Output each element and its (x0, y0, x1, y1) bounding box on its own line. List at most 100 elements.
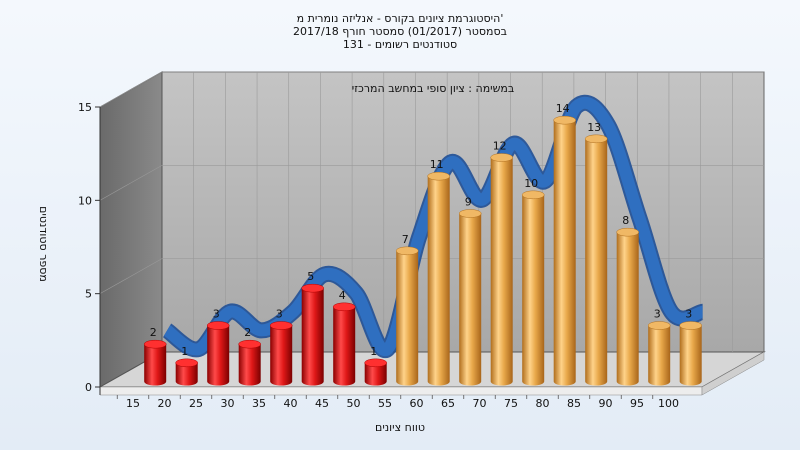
bar (301, 283, 324, 386)
bar-body (679, 325, 702, 386)
bar-body (207, 325, 230, 386)
x-tick-label: 20 (158, 397, 172, 410)
bar-top (332, 302, 356, 312)
bar-body (522, 194, 545, 386)
bar-body (648, 325, 671, 386)
bar (143, 339, 167, 386)
bar-body (144, 344, 167, 386)
x-tick-label: 30 (221, 397, 235, 410)
bar (395, 246, 419, 386)
x-tick-label: 100 (658, 397, 679, 410)
bar-top (521, 190, 545, 200)
gridline-side (99, 71, 163, 108)
chart-title-line-2: בסמסטר (01/2017) סמסטר חורף 2017/18 (293, 25, 507, 38)
bar-top (616, 227, 639, 237)
x-tick-label: 75 (504, 397, 518, 410)
bar-data-label: 13 (587, 121, 601, 134)
bar-data-label: 1 (181, 345, 188, 358)
bar-body (238, 344, 261, 386)
bar (584, 134, 608, 386)
bar-top (175, 358, 198, 368)
y-tick-label: 15 (78, 101, 92, 114)
bar-body (364, 362, 387, 386)
bar-body (490, 157, 513, 386)
chart-annotation: במשימה : ציון סופי במחשב המרכזי (352, 82, 515, 95)
bar-top (395, 246, 419, 256)
bar-top (238, 339, 261, 349)
bar (490, 153, 513, 386)
bar-top (584, 134, 608, 144)
x-axis-title: טווח ציונים (375, 421, 425, 434)
bar-top (143, 339, 167, 349)
bar (175, 358, 198, 386)
bar-top (458, 209, 482, 218)
bar-top (206, 321, 230, 330)
bar (427, 171, 450, 386)
bar (647, 321, 671, 386)
x-tick-label: 95 (630, 397, 644, 410)
x-tick-label: 80 (536, 397, 550, 410)
bar (553, 115, 576, 386)
chart-floor-front-edge (99, 386, 703, 396)
bar (616, 227, 639, 386)
x-tick-label: 50 (347, 397, 361, 410)
bar-top (301, 283, 324, 293)
bar (269, 321, 293, 386)
bar-body (333, 306, 356, 386)
bar (332, 302, 356, 386)
chart-title-line-3: סטודנטים רשומים - 131 (343, 38, 457, 51)
bar (238, 339, 261, 386)
y-tick-label: 5 (85, 288, 92, 301)
x-tick-label: 90 (599, 397, 613, 410)
bar-data-label: 9 (465, 196, 472, 209)
bars-layer (143, 115, 702, 386)
bar-data-label: 3 (654, 308, 661, 321)
bar-body (459, 213, 482, 386)
x-tick-label: 60 (410, 397, 424, 410)
bar-data-label: 11 (430, 158, 444, 171)
bar-top (427, 171, 450, 181)
y-tick-label: 0 (85, 381, 92, 394)
bar-body (616, 232, 639, 386)
gridline-side (99, 165, 163, 201)
chart-title-line-1: היסטוגרמת ציונים בקורס - אנליזה נומרית מ… (297, 12, 504, 25)
bar-body (396, 250, 419, 386)
x-tick-label: 25 (189, 397, 203, 410)
bar-body (553, 120, 576, 386)
bar (458, 209, 482, 386)
x-tick-label: 35 (252, 397, 266, 410)
chart-floor-right-edge (701, 351, 765, 396)
bar (364, 358, 387, 386)
bar-data-label: 2 (150, 326, 157, 339)
chart-side-wall (99, 71, 163, 388)
x-tick-label: 85 (567, 397, 581, 410)
x-tick-label: 15 (126, 397, 140, 410)
bar-body (585, 138, 608, 386)
bar-data-label: 2 (244, 326, 251, 339)
bar-body (270, 325, 293, 386)
bar-data-label: 7 (402, 233, 409, 246)
bar-data-label: 8 (622, 214, 629, 227)
x-tick-label: 45 (315, 397, 329, 410)
bar (679, 321, 702, 386)
x-tick-label: 70 (473, 397, 487, 410)
bar (206, 321, 230, 386)
bar-top (553, 115, 576, 125)
bar-data-label: 5 (307, 270, 314, 283)
bar-body (301, 288, 324, 386)
bar-top (679, 321, 702, 330)
bar-top (364, 358, 387, 368)
bar-body (427, 176, 450, 386)
x-tick-label: 55 (378, 397, 392, 410)
bar-data-label: 14 (556, 102, 570, 115)
y-tick-label: 10 (78, 194, 92, 207)
y-axis-title: מספר סטודנטים (37, 206, 50, 282)
bar-data-label: 12 (493, 140, 507, 153)
bar-top (490, 153, 513, 162)
bar-data-label: 10 (524, 177, 538, 190)
bar-top (269, 321, 293, 330)
bar-data-label: 3 (276, 308, 283, 321)
gridline-side (99, 258, 163, 294)
